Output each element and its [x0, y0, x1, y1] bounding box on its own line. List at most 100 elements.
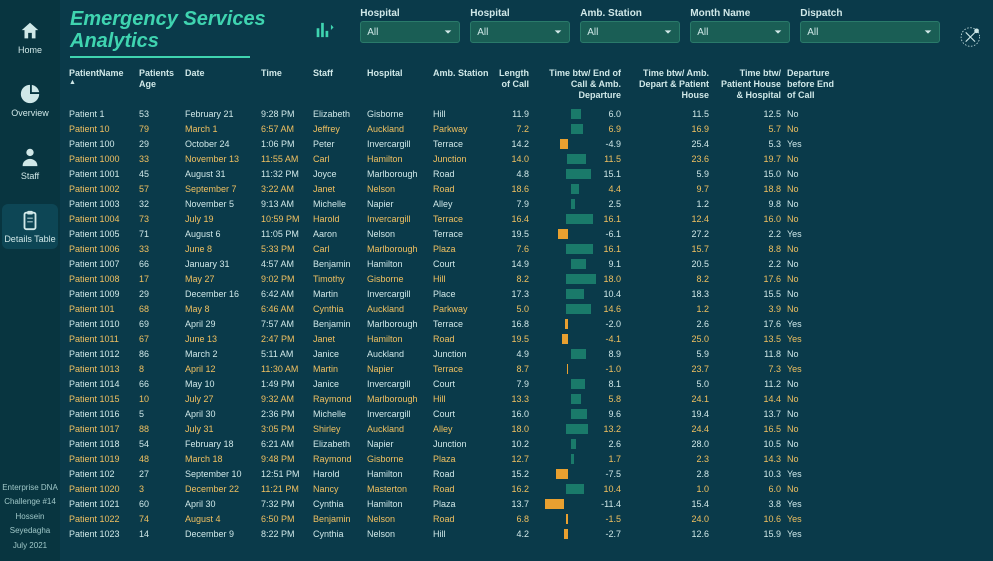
footer-text: Hossein: [16, 512, 45, 522]
column-header[interactable]: PatientName▲: [66, 66, 136, 102]
table-cell: 5:11 AM: [258, 349, 310, 359]
table-cell: 11.5: [532, 154, 624, 164]
filter-select[interactable]: All: [470, 21, 570, 43]
table-row[interactable]: Patient 10138April 1211:30 AMMartinNapie…: [66, 361, 987, 376]
table-row[interactable]: Patient 100929December 166:42 AMMartinIn…: [66, 286, 987, 301]
table-cell: Elizabeth: [310, 109, 364, 119]
table-cell: Yes: [784, 229, 844, 239]
table-row[interactable]: Patient 10165April 302:36 PMMichelleInve…: [66, 406, 987, 421]
column-header[interactable]: Amb. Station: [430, 66, 492, 102]
table-cell: February 21: [182, 109, 258, 119]
table-row[interactable]: Patient 100145August 3111:32 PMJoyceMarl…: [66, 166, 987, 181]
sidebar-item-home[interactable]: Home: [2, 15, 58, 60]
table-cell: September 10: [182, 469, 258, 479]
table-cell: 14.6: [532, 304, 624, 314]
table-row[interactable]: Patient 100766January 314:57 AMBenjaminH…: [66, 256, 987, 271]
table-cell: 74: [136, 514, 182, 524]
sidebar-item-label: Overview: [11, 108, 49, 118]
table-cell: 3: [136, 484, 182, 494]
table-cell: 8.7: [492, 364, 532, 374]
filter-select[interactable]: All: [800, 21, 940, 43]
table-cell: Hamilton: [364, 469, 430, 479]
table-cell: 68: [136, 304, 182, 314]
table-row[interactable]: Patient 102274August 46:50 PMBenjaminNel…: [66, 511, 987, 526]
filter-select[interactable]: All: [580, 21, 680, 43]
table-row[interactable]: Patient 100633June 85:33 PMCarlMarlborou…: [66, 241, 987, 256]
table-cell: November 5: [182, 199, 258, 209]
table-row[interactable]: Patient 10168May 86:46 AMCynthiaAuckland…: [66, 301, 987, 316]
table-row[interactable]: Patient 101510July 279:32 AMRaymondMarlb…: [66, 391, 987, 406]
table-cell: 9.8: [712, 199, 784, 209]
table-cell: 15.2: [492, 469, 532, 479]
column-header[interactable]: Date: [182, 66, 258, 102]
table-row[interactable]: Patient 100257September 73:22 AMJanetNel…: [66, 181, 987, 196]
table-cell: Timothy: [310, 274, 364, 284]
table-row[interactable]: Patient 10203December 2211:21 PMNancyMas…: [66, 481, 987, 496]
footer-text: Enterprise DNA: [2, 483, 58, 493]
table-cell: July 19: [182, 214, 258, 224]
table-cell: 13.3: [492, 394, 532, 404]
filter-label: Amb. Station: [580, 8, 680, 19]
table-row[interactable]: Patient 100817May 279:02 PMTimothyGisbor…: [66, 271, 987, 286]
column-header[interactable]: Staff: [310, 66, 364, 102]
table-cell: 10: [136, 394, 182, 404]
reset-filters-icon[interactable]: [958, 22, 983, 52]
table-cell: 15.1: [532, 169, 624, 179]
table-cell: 18.8: [712, 184, 784, 194]
table-row[interactable]: Patient 101788July 313:05 PMShirleyAuckl…: [66, 421, 987, 436]
table-cell: March 18: [182, 454, 258, 464]
column-header[interactable]: Departure before End of Call: [784, 66, 844, 102]
table-row[interactable]: Patient 101069April 297:57 AMBenjaminMar…: [66, 316, 987, 331]
column-header[interactable]: Hospital: [364, 66, 430, 102]
column-header[interactable]: Length of Call: [492, 66, 532, 102]
table-cell: May 10: [182, 379, 258, 389]
table-cell: Patient 1006: [66, 244, 136, 254]
table-cell: No: [784, 409, 844, 419]
filter-select[interactable]: All: [360, 21, 460, 43]
table-cell: Michelle: [310, 409, 364, 419]
table-row[interactable]: Patient 101466May 101:49 PMJaniceInverca…: [66, 376, 987, 391]
table-cell: 9:32 AM: [258, 394, 310, 404]
table-row[interactable]: Patient 102160April 307:32 PMCynthiaHami…: [66, 496, 987, 511]
table-cell: 32: [136, 199, 182, 209]
table-cell: 8.2: [492, 274, 532, 284]
table-cell: 20.5: [624, 259, 712, 269]
column-header[interactable]: Patients Age: [136, 66, 182, 102]
table-cell: 15.5: [712, 289, 784, 299]
column-header[interactable]: Time: [258, 66, 310, 102]
table-cell: 11.5: [624, 109, 712, 119]
table-row[interactable]: Patient 101948March 189:48 PMRaymondGisb…: [66, 451, 987, 466]
filter-hospital: Hospital All: [470, 8, 570, 43]
chevron-down-icon: [773, 27, 783, 37]
filter-select[interactable]: All: [690, 21, 790, 43]
sidebar-item-details-table[interactable]: Details Table: [2, 204, 58, 249]
table-cell: 1:49 PM: [258, 379, 310, 389]
column-header[interactable]: Time btw/ Patient House & Hospital: [712, 66, 784, 102]
table-cell: Martin: [310, 289, 364, 299]
table-row[interactable]: Patient 101854February 186:21 AMElizabet…: [66, 436, 987, 451]
table-cell: March 1: [182, 124, 258, 134]
table-cell: 33: [136, 244, 182, 254]
column-header[interactable]: Time btw/ Amb. Depart & Patient House: [624, 66, 712, 102]
table-cell: 1.2: [624, 199, 712, 209]
table-row[interactable]: Patient 101286March 25:11 AMJaniceAuckla…: [66, 346, 987, 361]
table-cell: May 8: [182, 304, 258, 314]
table-cell: 9.7: [624, 184, 712, 194]
sidebar-item-label: Staff: [21, 171, 39, 181]
table-cell: No: [784, 214, 844, 224]
filter-value: All: [367, 27, 378, 38]
table-row[interactable]: Patient 100571August 611:05 PMAaronNelso…: [66, 226, 987, 241]
sidebar-item-overview[interactable]: Overview: [2, 78, 58, 123]
table-row[interactable]: Patient 1079March 16:57 AMJeffreyAucklan…: [66, 121, 987, 136]
table-row[interactable]: Patient 102314December 98:22 PMCynthiaNe…: [66, 526, 987, 541]
table-row[interactable]: Patient 100332November 59:13 AMMichelleN…: [66, 196, 987, 211]
table-row[interactable]: Patient 100473July 1910:59 PMHaroldInver…: [66, 211, 987, 226]
table-row[interactable]: Patient 10029October 241:06 PMPeterInver…: [66, 136, 987, 151]
sidebar-item-staff[interactable]: Staff: [2, 141, 58, 186]
filter-value: All: [477, 27, 488, 38]
table-row[interactable]: Patient 101167June 132:47 PMJanetHamilto…: [66, 331, 987, 346]
table-row[interactable]: Patient 100033November 1311:55 AMCarlHam…: [66, 151, 987, 166]
table-row[interactable]: Patient 153February 219:28 PMElizabethGi…: [66, 106, 987, 121]
table-row[interactable]: Patient 10227September 1012:51 PMHaroldH…: [66, 466, 987, 481]
column-header[interactable]: Time btw/ End of Call & Amb. Departure: [532, 66, 624, 102]
